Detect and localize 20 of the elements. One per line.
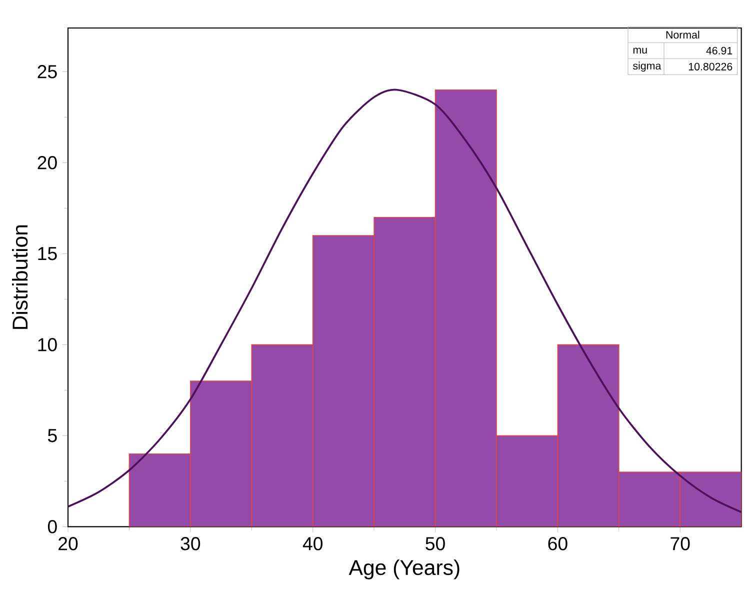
y-tick-label: 0: [48, 520, 57, 534]
line-series: [68, 88, 742, 514]
x-tick-label: 70: [670, 537, 690, 550]
x-tick-label: 20: [58, 537, 78, 550]
y-tick-label: 10: [38, 338, 57, 352]
x-tick-label: 30: [180, 537, 200, 550]
annotation: mu: [633, 48, 647, 54]
x-tick-label: 60: [548, 537, 568, 550]
y-tick-label: 20: [38, 156, 57, 170]
annotation: Normal: [666, 30, 700, 39]
y-axis-title: Distribution: [12, 225, 28, 329]
y-tick-label: 25: [38, 65, 57, 78]
y-tick-label: 15: [38, 247, 57, 260]
y-tick-label: 5: [48, 429, 57, 442]
x-tick-label: 50: [426, 537, 445, 550]
annotation: 46.91: [706, 46, 732, 54]
annotation: 10.80226: [688, 62, 732, 70]
x-tick-label: 40: [302, 537, 323, 550]
x-axis-title: Age (Years): [348, 559, 460, 580]
annotation: sigma: [633, 62, 662, 72]
